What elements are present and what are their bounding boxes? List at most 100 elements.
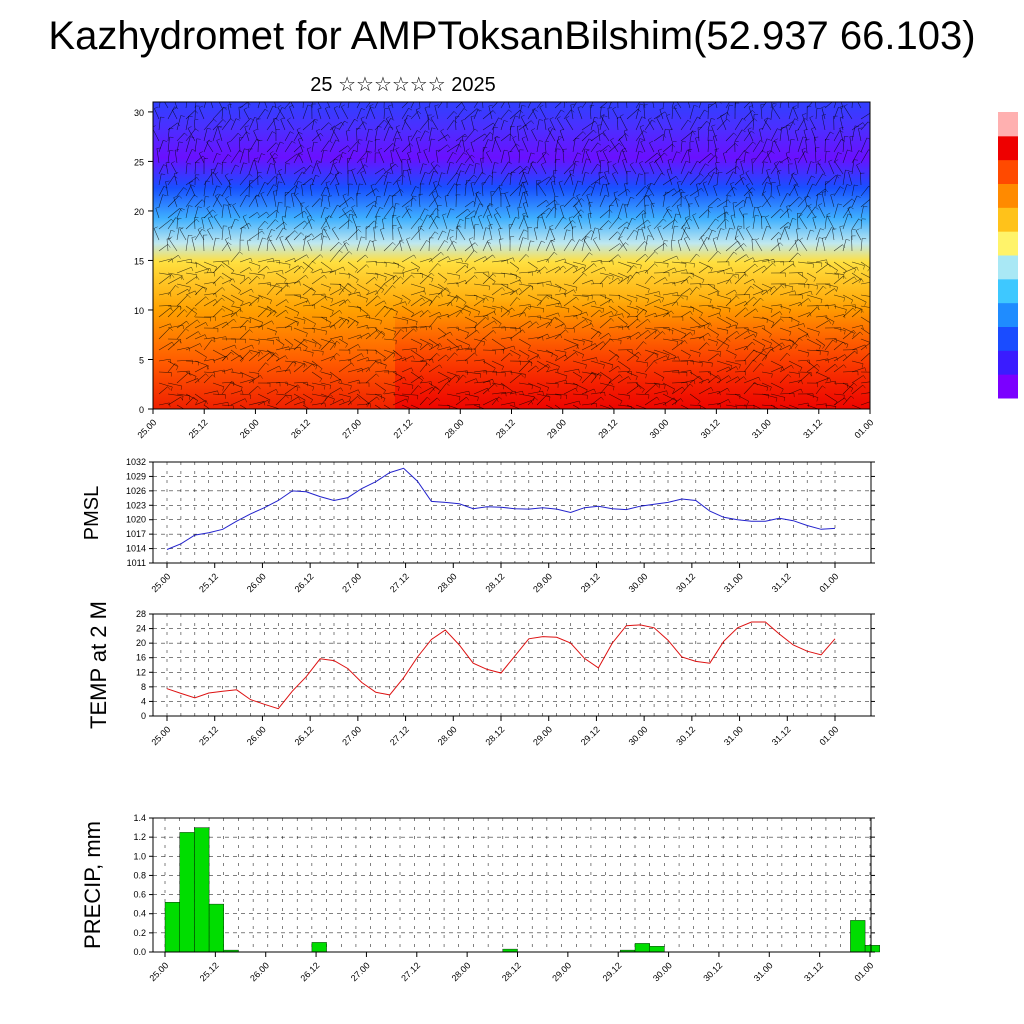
wind-barb — [536, 207, 550, 219]
wind-barb-flag — [316, 128, 321, 131]
wind-barb-flag — [467, 264, 469, 269]
wind-barb-flag — [290, 131, 294, 134]
wind-barb — [356, 108, 362, 120]
wind-barb-flag — [788, 156, 792, 161]
wind-barb — [185, 194, 195, 208]
wind-barb — [563, 239, 572, 252]
wind-barb — [203, 180, 207, 197]
wind-barb — [266, 389, 277, 395]
wind-barb — [563, 338, 579, 346]
wind-barb — [545, 199, 556, 208]
wind-barb-flag — [486, 214, 491, 217]
wind-barb — [761, 349, 772, 362]
wind-barb — [317, 109, 322, 120]
wind-barb — [212, 119, 224, 131]
wind-barb — [320, 150, 324, 164]
wind-barb — [788, 302, 801, 307]
y-tick-label: 16 — [136, 653, 146, 663]
wind-barb-flag — [307, 147, 312, 150]
wind-barb — [428, 215, 437, 230]
wind-barb — [581, 148, 586, 164]
wind-barb-flag — [630, 196, 635, 199]
wind-barb — [590, 260, 602, 263]
wind-barb — [624, 205, 628, 219]
wind-barb — [428, 382, 441, 391]
wind-barb-flag — [206, 139, 211, 143]
wind-barb — [248, 385, 259, 395]
wind-barb — [293, 274, 306, 285]
x-tick-label: 31.00 — [752, 960, 775, 983]
wind-barb-flag — [298, 137, 303, 140]
wind-barb-flag — [551, 180, 556, 183]
wind-barb — [410, 111, 419, 120]
wind-barb-flag — [572, 220, 576, 224]
wind-barb — [325, 108, 331, 120]
wind-barb — [455, 163, 462, 175]
wind-barb — [419, 381, 432, 384]
wind-barb-flag — [678, 356, 680, 361]
wind-barb — [626, 294, 638, 299]
wind-barb-flag — [502, 347, 506, 352]
wind-barb-flag — [213, 214, 218, 217]
wind-barb — [509, 279, 521, 285]
wind-barb — [285, 237, 295, 252]
wind-barb-flag — [728, 399, 731, 404]
wind-barb — [374, 382, 386, 391]
wind-barb-flag — [604, 392, 606, 397]
wind-barb — [572, 161, 576, 175]
wind-barb-flag — [417, 111, 422, 115]
wind-barb-flag — [684, 236, 688, 239]
wind-barb — [696, 184, 700, 197]
wind-barb-flag — [188, 205, 193, 207]
wind-barb-flag — [500, 308, 503, 313]
wind-barb — [311, 102, 313, 109]
wind-barb-flag — [196, 177, 200, 181]
wind-barb-flag — [655, 158, 659, 161]
wind-barb — [725, 227, 730, 241]
wind-barb-flag — [285, 395, 289, 399]
wind-barb — [275, 181, 279, 197]
wind-barb — [806, 261, 822, 264]
wind-barb — [167, 340, 180, 351]
wind-barb — [518, 285, 531, 296]
wind-barb-flag — [334, 343, 336, 348]
wind-barb-flag — [860, 331, 864, 336]
wind-barb — [593, 239, 601, 252]
wind-barb-flag — [611, 299, 614, 303]
wind-barb — [599, 382, 615, 387]
wind-barb-flag — [174, 149, 180, 151]
wind-barb-flag — [374, 277, 378, 281]
wind-barb-flag — [802, 410, 803, 414]
wind-barb — [698, 265, 709, 274]
wind-barb — [860, 238, 863, 252]
wind-barb — [649, 162, 655, 175]
wind-barb-flag — [707, 410, 709, 414]
wind-barb-flag — [260, 295, 264, 300]
wind-barb — [536, 296, 547, 307]
wind-barb-flag — [313, 291, 316, 295]
wind-barb-flag — [689, 383, 694, 387]
wind-barb-flag — [408, 107, 413, 111]
precip-bar — [311, 942, 327, 953]
wind-barb — [383, 143, 394, 153]
wind-barb — [698, 121, 707, 131]
wind-barb — [545, 228, 550, 241]
wind-barb — [608, 338, 622, 341]
wind-barb — [293, 327, 308, 334]
wind-barb — [716, 316, 732, 325]
wind-barb-flag — [387, 172, 392, 174]
wind-barb-flag — [854, 276, 857, 281]
wind-barb — [360, 159, 367, 175]
wind-barb-flag — [235, 164, 240, 167]
wind-barb — [536, 266, 545, 274]
wind-barb — [842, 149, 848, 164]
wind-barb-flag — [672, 389, 675, 393]
x-tick-label: 30.00 — [651, 960, 674, 983]
wind-barb-flag — [645, 374, 647, 379]
wind-barb-flag — [228, 92, 232, 93]
wind-barb — [302, 360, 318, 366]
wind-barb — [325, 182, 331, 197]
wind-barb-flag — [798, 373, 800, 378]
wind-barb-flag — [410, 143, 414, 147]
wind-barb-flag — [298, 396, 301, 401]
